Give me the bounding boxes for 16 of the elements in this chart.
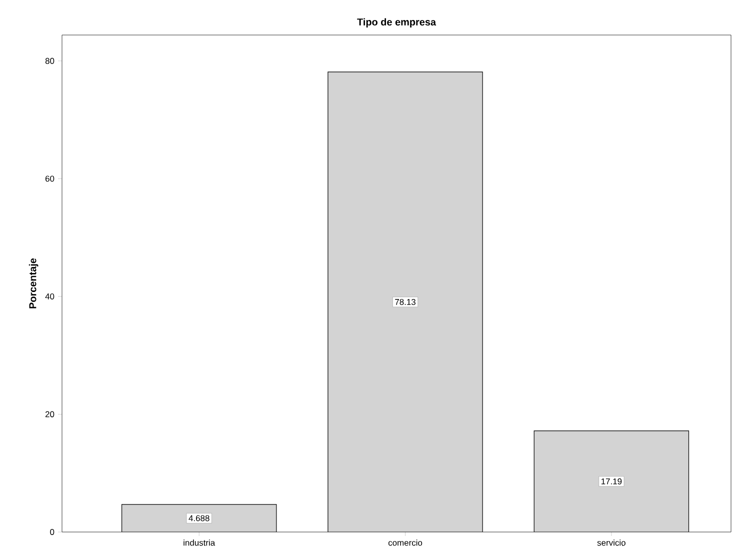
y-tick-label: 0 — [50, 529, 54, 535]
bar — [121, 504, 277, 532]
bar — [534, 430, 690, 532]
y-tick-label: 80 — [45, 58, 54, 64]
y-axis-title: Porcentaje — [28, 258, 38, 308]
data-label: 4.688 — [188, 515, 210, 522]
data-label: 78.13 — [395, 298, 416, 305]
chart-title: Tipo de empresa — [357, 18, 436, 28]
data-label: 17.19 — [601, 478, 622, 484]
x-tick-label: industria — [184, 540, 216, 546]
y-tick-label: 60 — [46, 176, 54, 182]
y-tick-label: 40 — [45, 293, 54, 300]
x-tick-label: comercio — [388, 540, 422, 546]
y-tick-label: 20 — [45, 411, 54, 418]
bar — [328, 72, 483, 532]
x-tick-label: servicio — [597, 540, 626, 546]
